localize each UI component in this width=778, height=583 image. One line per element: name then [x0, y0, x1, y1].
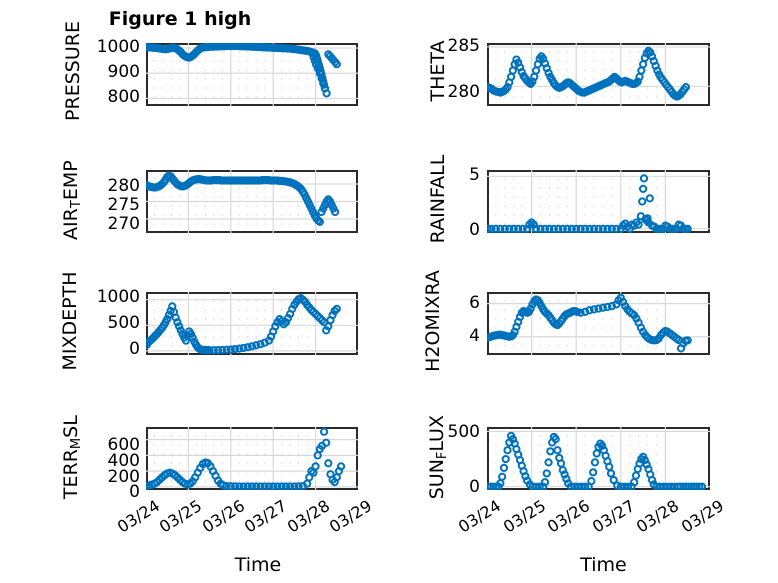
ytick-mixdepth-500: 500: [107, 313, 140, 333]
ytick-terrmsl-0: 0: [129, 482, 140, 502]
ytick-sunflux-0: 0: [469, 477, 480, 497]
panel-theta: [487, 43, 710, 106]
panel-pressure: [146, 43, 358, 106]
ytick-airtemp-275: 275: [107, 195, 140, 215]
plot-area-sun-flux: [487, 427, 710, 490]
panel-air-temp: [146, 170, 358, 233]
ytick-airtemp-270: 270: [107, 214, 140, 234]
ytick-sunflux-500: 500: [447, 422, 480, 442]
plot-box-rainfall: [487, 170, 710, 233]
ytick-mixdepth-1000: 1000: [96, 287, 140, 307]
plot-area-theta: [487, 43, 710, 106]
xtick-label: 03/25: [499, 496, 549, 537]
ytick-theta-280: 280: [447, 82, 480, 102]
plot-area-rainfall: [487, 170, 710, 233]
xtick-label: 03/24: [454, 496, 505, 537]
panel-terr-msl: [146, 427, 358, 490]
ytick-pressure-800: 800: [107, 87, 140, 107]
xtick-label: 03/26: [544, 496, 594, 537]
figure-title: Figure 1 high: [108, 8, 252, 30]
plot-area-mixdepth: [146, 292, 358, 355]
plot-box-terr-msl: [146, 427, 358, 490]
xlabel-left: Time: [234, 554, 282, 576]
plot-area-air-temp: [146, 170, 358, 233]
plot-box-h2omixra: [487, 292, 710, 355]
ytick-theta-285: 285: [447, 36, 480, 56]
ytick-pressure-1000: 1000: [96, 37, 140, 57]
ylabel-sun-flux: SUNFLUX: [425, 415, 451, 500]
plot-area-terr-msl: [146, 427, 358, 490]
ytick-terrmsl-600: 600: [107, 435, 140, 455]
ytick-terrmsl-400: 400: [107, 451, 140, 471]
panel-rainfall: [487, 170, 710, 233]
xtick-label: 03/29: [677, 496, 728, 537]
ytick-mixdepth-0: 0: [129, 339, 140, 359]
panel-h2omixra: [487, 292, 710, 355]
ytick-h2omixra-6: 6: [469, 293, 480, 313]
ytick-rainfall-0: 0: [469, 220, 480, 240]
plot-box-sun-flux: [487, 427, 710, 490]
xlabel-right: Time: [580, 554, 627, 576]
panel-mixdepth: [146, 292, 358, 355]
xtick-label: 03/28: [633, 496, 683, 537]
plot-area-pressure: [146, 43, 358, 106]
ytick-h2omixra-4: 4: [469, 326, 480, 346]
ytick-terrmsl-200: 200: [107, 467, 140, 487]
plot-area-h2omixra: [487, 292, 710, 355]
ytick-airtemp-280: 280: [107, 176, 140, 196]
panel-sun-flux: [487, 427, 710, 490]
ytick-rainfall-5: 5: [469, 165, 480, 185]
ytick-pressure-900: 900: [107, 62, 140, 82]
xtick-label: 03/27: [588, 496, 638, 537]
